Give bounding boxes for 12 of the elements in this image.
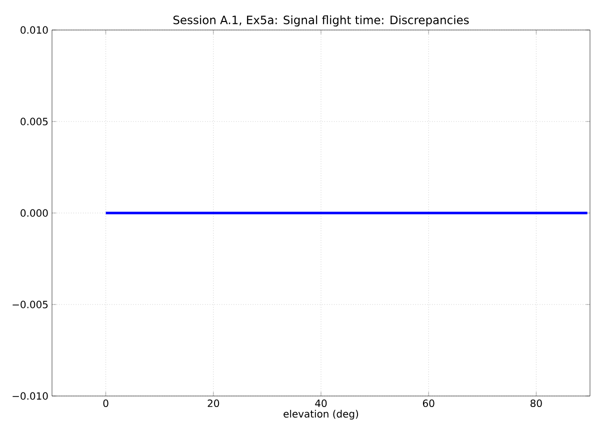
x-tick-label: 40 — [315, 400, 327, 408]
y-tick-label: −0.010 — [12, 392, 48, 400]
y-tick-label: 0.000 — [20, 209, 48, 217]
x-tick-label: 60 — [422, 400, 434, 408]
y-tick-label: −0.005 — [12, 300, 48, 308]
x-tick-label: 80 — [530, 400, 542, 408]
y-tick-label: 0.010 — [20, 26, 48, 34]
y-tick-label: 0.005 — [20, 118, 48, 126]
chart-title: Session A.1, Ex5a: Signal flight time: Discrepancies — [173, 15, 469, 26]
x-tick-label: 20 — [208, 400, 220, 408]
x-tick-label: 0 — [103, 400, 108, 408]
x-axis-title: elevation (deg) — [284, 410, 358, 420]
